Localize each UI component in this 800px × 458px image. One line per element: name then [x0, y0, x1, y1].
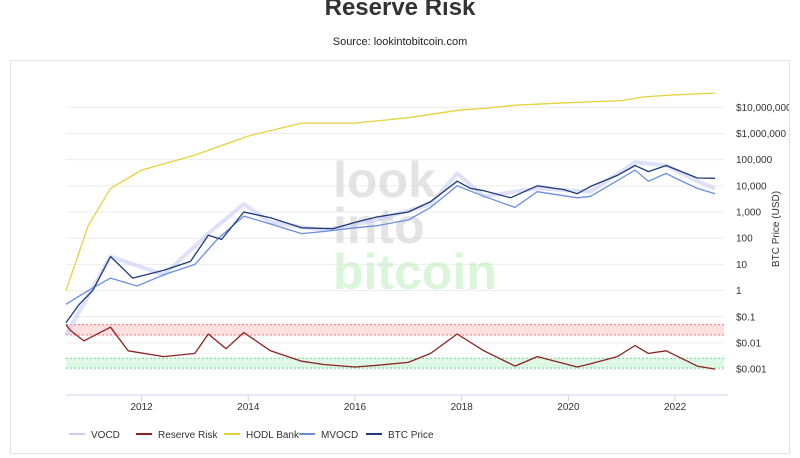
legend-item-mvocd[interactable]: MVOCD: [299, 430, 358, 441]
series-mvocd: [65, 169, 716, 305]
watermark-line-3: bitcoin: [333, 244, 497, 300]
watermark: look into bitcoin: [333, 152, 497, 300]
y-tick-label: 10: [736, 260, 748, 271]
legend-label: Reserve Risk: [158, 430, 218, 441]
legend-label: BTC Price: [388, 430, 434, 441]
y-tick-label: 10,000: [736, 181, 767, 192]
series-lines: [64, 92, 716, 370]
legend-item-hodl-bank[interactable]: HODL Bank: [224, 430, 300, 441]
grid-lines: [66, 106, 724, 370]
chart-panel: look into bitcoin 2012 2014 2016 2018 2020 20…: [10, 60, 792, 454]
y-tick-label: $0.01: [736, 338, 761, 349]
x-tick-label: 2020: [557, 402, 580, 413]
y-tick-label: $0.001: [736, 365, 767, 376]
y-tick-label: $0.1: [736, 312, 756, 323]
risk-bands: [66, 324, 724, 369]
y-tick-label: 1: [736, 286, 742, 297]
legend-item-reserve-risk[interactable]: Reserve Risk: [136, 430, 218, 441]
series-vocd: [64, 160, 716, 337]
series-reserve-risk: [65, 324, 716, 370]
y-tick-label: $10,000,000: [736, 103, 789, 114]
band-high-risk: [66, 324, 724, 336]
x-tick-label: 2018: [451, 402, 474, 413]
y-axis-label: BTC Price (USD): [771, 191, 782, 267]
y-tick-label: 100,000: [736, 155, 773, 166]
legend-label: VOCD: [91, 430, 120, 441]
y-axis: $0.001 $0.01 $0.1 1 10 100 1,000 10,000 100,000 $…: [736, 103, 792, 376]
reserve-risk-chart: look into bitcoin 2012 2014 2016 2018 2020 20…: [64, 92, 792, 441]
legend-label: HODL Bank: [246, 430, 300, 441]
legend-item-vocd[interactable]: VOCD: [69, 430, 120, 441]
chart-title: Reserve Risk: [324, 0, 476, 21]
legend-label: MVOCD: [321, 430, 358, 441]
y-tick-label: 100: [736, 234, 753, 245]
x-axis: 2012 2014 2016 2018 2020 2022: [66, 394, 728, 413]
y-tick-label: 1,000: [736, 208, 761, 219]
y-tick-label: $1,000,000: [736, 129, 786, 140]
watermark-line-1: look: [333, 152, 436, 208]
x-tick-label: 2012: [130, 402, 153, 413]
series-btc-price: [65, 164, 716, 323]
series-hodl-bank: [65, 92, 716, 291]
legend-item-btc-price[interactable]: BTC Price: [366, 430, 434, 441]
x-tick-label: 2022: [664, 402, 687, 413]
legend[interactable]: VOCD Reserve Risk HODL Bank MVOCD BTC Price: [69, 430, 434, 441]
x-tick-label: 2014: [237, 402, 260, 413]
x-tick-label: 2016: [344, 402, 367, 413]
chart-source: Source: lookintobitcoin.com: [332, 36, 468, 48]
